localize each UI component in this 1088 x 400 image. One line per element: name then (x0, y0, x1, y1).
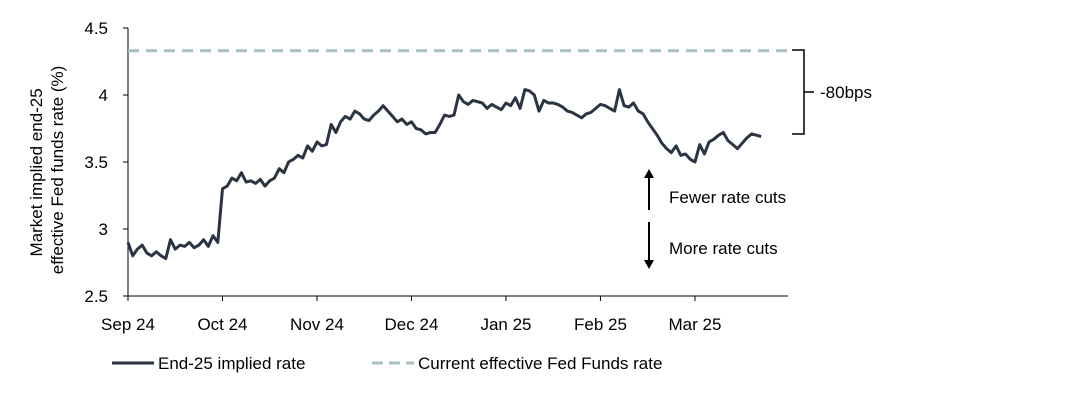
legend-label-fed-funds: Current effective Fed Funds rate (418, 354, 662, 373)
up-arrowhead-icon (644, 169, 654, 178)
y-tick-label: 3 (99, 220, 108, 239)
y-tick-label: 3.5 (84, 153, 108, 172)
bracket-icon (792, 49, 814, 135)
legend: End-25 implied rate Current effective Fe… (112, 354, 662, 373)
y-axis-title-line-1: Market implied end-25 (27, 88, 46, 256)
x-tick-label: Feb 25 (574, 315, 627, 334)
fewer-rate-cuts-label: Fewer rate cuts (669, 188, 786, 207)
x-tick-label: Oct 24 (197, 315, 247, 334)
y-tick-label: 4 (99, 86, 108, 105)
x-tick-label: Nov 24 (290, 315, 344, 334)
y-ticks: 2.5 3 3.5 4 4.5 (84, 19, 128, 306)
x-tick-label: Jan 25 (480, 315, 531, 334)
x-tick-label: Dec 24 (385, 315, 439, 334)
x-ticks: Sep 24 Oct 24 Nov 24 Dec 24 Jan 25 Feb 25 Mar … (101, 296, 721, 334)
down-arrowhead-icon (644, 260, 654, 269)
implied-rate-line (126, 88, 762, 260)
x-tick-label: Sep 24 (101, 315, 155, 334)
bracket-label: -80bps (820, 83, 872, 102)
y-axis-title: Market implied end-25 effective Fed fund… (27, 66, 67, 275)
more-rate-cuts-label: More rate cuts (669, 239, 778, 258)
y-tick-label: 2.5 (84, 287, 108, 306)
y-tick-label: 4.5 (84, 19, 108, 38)
x-tick-label: Mar 25 (668, 315, 721, 334)
y-axis-title-line-2: effective Fed funds rate (%) (48, 66, 67, 275)
legend-label-implied-rate: End-25 implied rate (158, 354, 305, 373)
